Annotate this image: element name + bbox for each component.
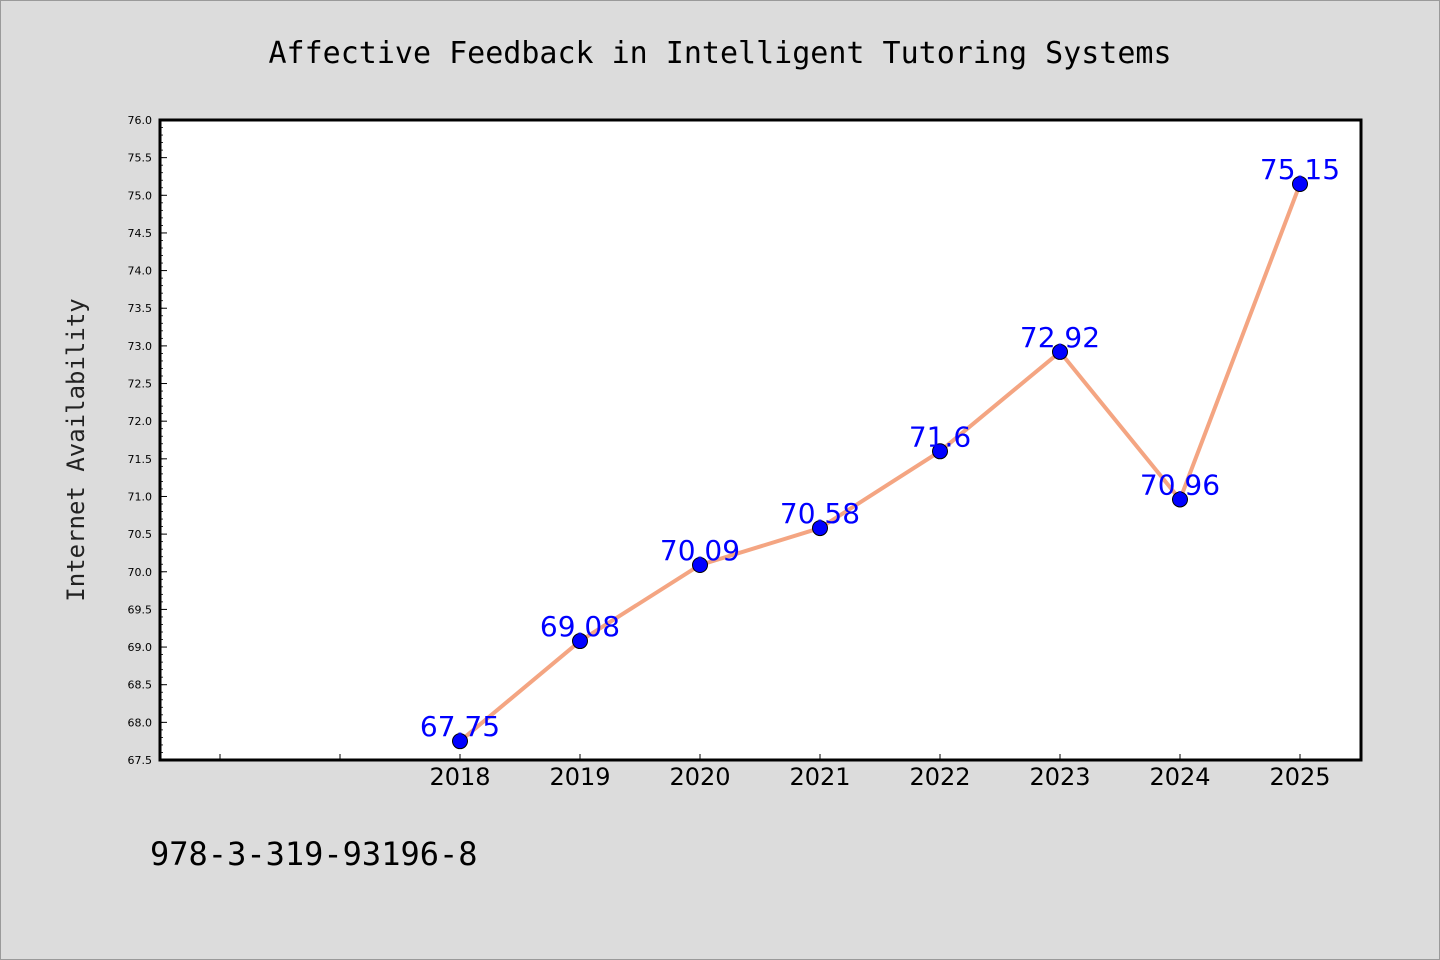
- y-tick-label: 70.0: [128, 566, 153, 579]
- data-label: 71.6: [909, 420, 971, 453]
- data-point: [1292, 176, 1308, 192]
- isbn-text: 978-3-319-93196-8: [150, 835, 478, 873]
- y-tick-label: 71.0: [128, 490, 153, 503]
- data-label: 67.75: [420, 710, 500, 743]
- data-point: [452, 733, 468, 750]
- data-point: [932, 443, 948, 460]
- y-tick-label: 70.5: [128, 528, 153, 541]
- y-axis: 67.5 68.0 68.5 69.0 69.5 70.0 70.5 71.0 71.5 72.0…: [128, 114, 167, 767]
- data-point: [1172, 491, 1188, 508]
- y-tick-label: 75.0: [128, 189, 153, 202]
- y-tick-label: 69.0: [128, 641, 153, 654]
- data-label: 70.58: [780, 497, 860, 530]
- y-tick-label: 74.5: [128, 227, 153, 240]
- y-tick-label: 73.5: [128, 302, 153, 315]
- y-tick-label: 75.5: [128, 152, 153, 165]
- y-tick-label: 74.0: [128, 265, 153, 278]
- plot-area: [158, 118, 1363, 762]
- data-point: [812, 520, 828, 537]
- y-tick-label: 67.5: [128, 754, 153, 767]
- y-tick-label: 69.5: [128, 603, 153, 616]
- data-label: 70.09: [660, 534, 740, 567]
- data-markers: [452, 176, 1308, 750]
- series-line: [458, 183, 1302, 743]
- x-tick-label: 2021: [789, 763, 850, 791]
- data-label: 70.96: [1140, 468, 1220, 501]
- data-point: [572, 633, 588, 650]
- x-tick-label: 2025: [1269, 763, 1330, 791]
- data-point: [692, 556, 708, 573]
- y-tick-label: 68.0: [128, 716, 153, 729]
- data-point: [1052, 343, 1068, 360]
- x-tick-label: 2024: [1149, 763, 1210, 791]
- y-tick-label: 73.0: [128, 340, 153, 353]
- chart-title: Affective Feedback in Intelligent Tutori…: [268, 36, 1171, 71]
- x-tick-label: 2018: [429, 763, 490, 791]
- x-tick-label: 2023: [1029, 763, 1090, 791]
- data-label: 69.08: [540, 610, 620, 643]
- x-tick-label: 2019: [549, 763, 610, 791]
- x-tick-label: 2020: [669, 763, 730, 791]
- x-axis: 2018 2019 2020 2021 2022 2023 2024 2025: [219, 754, 1331, 791]
- y-tick-label: 71.5: [128, 453, 153, 466]
- data-label: 72.92: [1020, 321, 1100, 354]
- y-tick-label: 72.5: [128, 378, 153, 391]
- y-axis-label: Internet Availability: [62, 298, 90, 601]
- data-labels: 67.75 69.08 70.09 70.58 71.6 72.92 70.96 75.15: [420, 153, 1340, 743]
- x-tick-label: 2022: [909, 763, 970, 791]
- y-tick-label: 68.5: [128, 679, 153, 692]
- data-label: 75.15: [1260, 153, 1340, 186]
- y-tick-label: 76.0: [128, 114, 153, 127]
- y-tick-label: 72.0: [128, 415, 153, 428]
